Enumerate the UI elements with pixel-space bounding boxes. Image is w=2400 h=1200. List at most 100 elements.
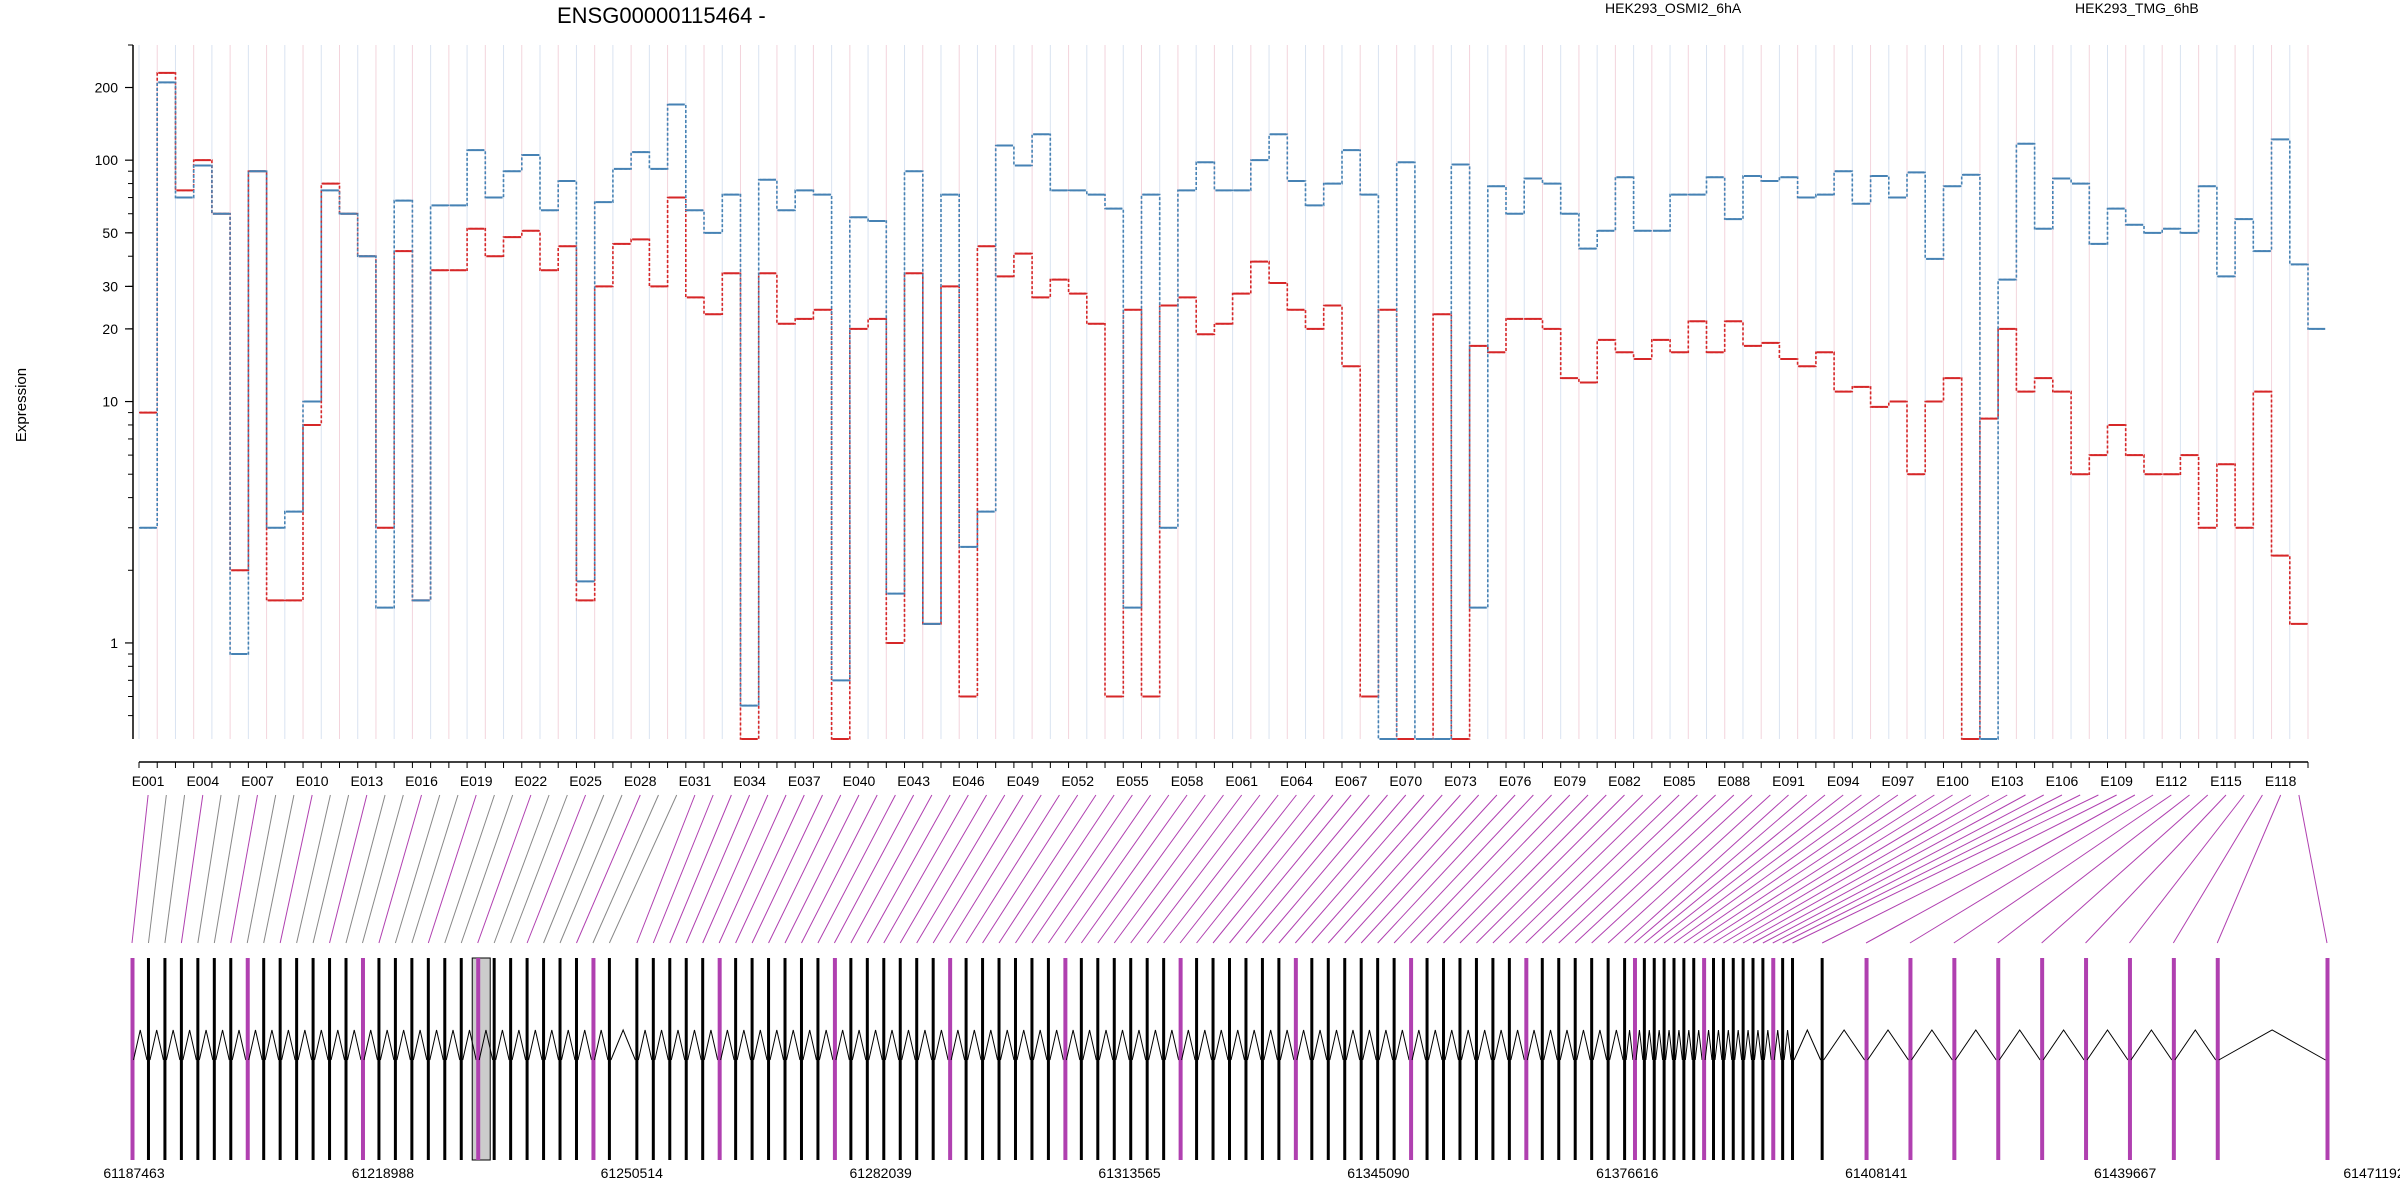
intron-line [478, 1029, 494, 1061]
intron-line [1954, 1029, 1997, 1061]
series-tmg [139, 81, 2327, 740]
exon-connector [1558, 794, 1716, 944]
exon-connector [1476, 794, 1625, 944]
intron-line [1115, 1029, 1130, 1061]
exon-box [328, 958, 332, 1160]
exon-box [525, 958, 529, 1160]
exon-connector [1196, 794, 1316, 944]
exon-connector [1163, 794, 1279, 944]
exon-box [459, 958, 463, 1160]
exon-connector [1229, 794, 1352, 944]
exon-tick-label: E103 [1991, 773, 2024, 789]
exon-box [1343, 958, 1347, 1160]
exon-box [393, 958, 397, 1160]
legend-series-osmi2: HEK293_OSMI2_6hA [1605, 0, 1742, 16]
exon-box [163, 958, 167, 1160]
intron-line [1246, 1029, 1262, 1061]
intron-line [851, 1029, 867, 1061]
exon-connector [1031, 794, 1133, 944]
exon-box [1178, 958, 1183, 1160]
exon-connector [1130, 794, 1243, 944]
exon-connector [1772, 794, 2063, 944]
exon-box [1079, 958, 1083, 1160]
exon-box [542, 958, 546, 1160]
exon-tick-label: E070 [1389, 773, 1422, 789]
exon-box [1260, 958, 1264, 1160]
exon-connector [180, 794, 204, 944]
intron-line [1460, 1029, 1476, 1061]
exon-tick-label: E100 [1936, 773, 1969, 789]
genomic-coordinate-label: 61376616 [1596, 1165, 1659, 1181]
genomic-coordinate-label: 61471192 [2343, 1165, 2400, 1181]
exon-box [734, 958, 738, 1160]
intron-line [1754, 1029, 1762, 1061]
exon-connector [1541, 794, 1698, 944]
exon-box [2084, 958, 2089, 1160]
exon-connector [1344, 794, 1480, 944]
intron-line [1493, 1029, 1509, 1061]
intron-line [264, 1029, 280, 1061]
exon-box [311, 958, 315, 1160]
intron-line [2174, 1029, 2217, 1061]
exon-box [1458, 958, 1462, 1160]
intron-line [868, 1029, 883, 1061]
intron-line [1998, 1029, 2041, 1061]
exon-box [509, 958, 513, 1160]
exon-box [964, 958, 968, 1160]
intron-line [347, 1029, 362, 1061]
y-axis-label: Expression [13, 368, 30, 442]
exon-connector [543, 794, 605, 944]
exon-box [2040, 958, 2045, 1160]
intron-line [1734, 1029, 1743, 1061]
intron-line [1181, 1029, 1196, 1061]
exon-connector [1015, 794, 1115, 944]
exon-connector [477, 794, 532, 944]
intron-line [967, 1029, 982, 1061]
intron-line [1645, 1029, 1654, 1061]
exon-tick-label: E004 [186, 773, 219, 789]
intron-line [231, 1029, 247, 1061]
exon-connector [230, 794, 258, 944]
exon-connector [751, 794, 823, 944]
exon-box [1721, 958, 1725, 1160]
genomic-coordinate-label: 61218988 [352, 1165, 415, 1181]
intron-line [528, 1029, 543, 1061]
exon-connector [1693, 794, 1917, 944]
exon-connector [1064, 794, 1170, 944]
exon-connector [361, 794, 404, 944]
intron-line [1362, 1029, 1377, 1061]
exon-tick-label: E019 [460, 773, 493, 789]
exon-connector [718, 794, 787, 944]
intron-line [1032, 1029, 1048, 1061]
intron-line [769, 1029, 785, 1061]
intron-line [720, 1029, 735, 1061]
exon-connector [329, 794, 368, 944]
exon-connector [1703, 794, 1935, 944]
plot-area [138, 45, 2327, 740]
exon-box [997, 958, 1001, 1160]
exon-tick-label: E094 [1827, 773, 1860, 789]
exon-connector [1762, 794, 2044, 944]
intron-line [1526, 1029, 1542, 1061]
exon-box [1310, 958, 1314, 1160]
exon-connector [636, 794, 696, 944]
intron-line [1592, 1029, 1608, 1061]
y-tick-label: 50 [102, 225, 118, 241]
exon-connector [1653, 794, 1844, 944]
chart-title: ENSG00000115464 - [557, 3, 766, 28]
exon-connector [735, 794, 805, 944]
exon-connector [197, 794, 222, 944]
exon-box [146, 958, 150, 1160]
exon-connector [378, 794, 422, 944]
exon-box [651, 958, 655, 1160]
exon-block [471, 957, 491, 1161]
exon-box [1771, 958, 1776, 1160]
exon-connector [2216, 794, 2282, 944]
exon-box [1662, 958, 1666, 1160]
intron-line [1674, 1029, 1683, 1061]
exon-tick-label: E073 [1444, 773, 1477, 789]
exon-connector [296, 794, 331, 944]
exon-box [245, 958, 250, 1160]
intron-line [1773, 1029, 1782, 1061]
